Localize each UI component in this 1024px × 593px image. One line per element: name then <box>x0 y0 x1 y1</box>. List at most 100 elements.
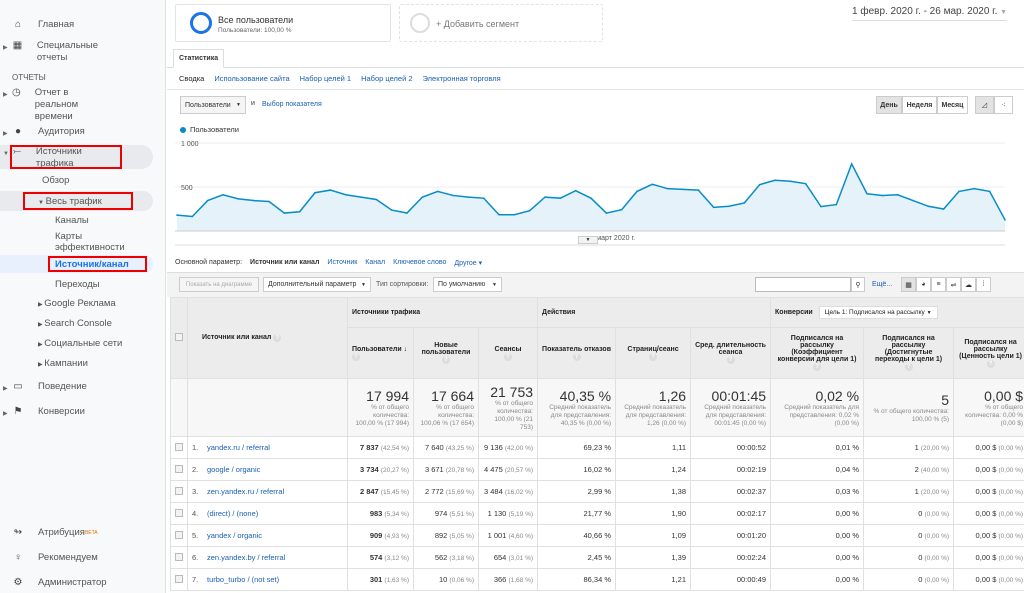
select-all-checkbox[interactable] <box>175 333 183 341</box>
day-button[interactable]: День <box>876 96 902 114</box>
dimension-other[interactable]: Другое ▾ <box>454 260 483 267</box>
col-bounce-rate[interactable]: Показатель отказов? <box>537 327 617 379</box>
nav-attribution[interactable]: ↬ Атрибуция BETA <box>13 527 98 538</box>
nav-social[interactable]: ▶ Социальные сети <box>38 338 123 349</box>
col-source[interactable]: Источник или канал ? <box>187 297 348 379</box>
source-link[interactable]: zen.yandex.by / referral <box>207 553 286 562</box>
row-checkbox[interactable] <box>175 508 183 517</box>
row-select[interactable] <box>170 480 188 503</box>
row-select[interactable] <box>170 436 188 459</box>
subtab-summary[interactable]: Сводка <box>179 74 205 83</box>
table-row: 6. zen.yandex.by / referral 574 (3,12 %) 5… <box>170 546 1024 569</box>
row-checkbox[interactable] <box>175 552 183 561</box>
total-cell: 21 753% от общего количества: 100,00 % (… <box>477 378 539 437</box>
month-button[interactable]: Месяц <box>937 96 968 114</box>
nav-conversions[interactable]: ▶ ⚑ Конверсии <box>3 406 85 417</box>
source-link[interactable]: google / organic <box>207 465 261 474</box>
nav-admin[interactable]: ⚙ Администратор <box>13 577 107 588</box>
nav-search-console[interactable]: ▶ Search Console <box>38 318 112 329</box>
nav-home[interactable]: ⌂ Главная <box>12 19 74 31</box>
chart-collapse-handle[interactable]: ▼ <box>578 236 598 244</box>
select-metric-link[interactable]: Выбор показателя <box>262 101 322 108</box>
col-goal-completions[interactable]: Подписался на рассылку (Достигнутые пере… <box>863 327 955 379</box>
nav-referrals[interactable]: Переходы <box>55 279 100 290</box>
segment-all-users[interactable]: Все пользователи Пользователи: 100,00 % <box>175 4 391 42</box>
plot-rows-button[interactable]: Показать на диаграмме <box>179 277 259 292</box>
goal-select[interactable]: Цель 1: Подписался на рассылку ▼ <box>818 306 938 319</box>
row-select[interactable] <box>170 502 188 525</box>
lightbulb-icon: ♀ <box>14 552 22 563</box>
source-link[interactable]: yandex.ru / referral <box>207 443 270 452</box>
select-all-cell[interactable] <box>170 297 188 379</box>
more-link[interactable]: Ещё... <box>872 281 893 288</box>
nav-campaigns[interactable]: ▶ Кампании <box>38 358 88 369</box>
col-goal-value[interactable]: Подписался на рассылку (Ценность цели 1)… <box>953 327 1024 379</box>
table-view-icon[interactable]: ▦ <box>901 277 916 292</box>
source-link[interactable]: zen.yandex.ru / referral <box>207 487 285 496</box>
nav-acquisition[interactable]: ▼ ⤚ Источники трафика <box>3 146 82 169</box>
nav-realtime[interactable]: ▶ ◷ Отчет в реальном времени <box>3 87 79 122</box>
col-sessions[interactable]: Сеансы? <box>477 327 539 379</box>
nav-custom-reports[interactable]: ▶ ▦ Специальные отчеты <box>3 40 98 63</box>
dimension-source-medium[interactable]: Источник или канал <box>250 259 320 266</box>
metric-select[interactable]: Пользователи ▼ <box>180 96 246 114</box>
pivot-view-icon[interactable]: ⁞ <box>976 277 991 292</box>
term-cloud-icon[interactable]: ☁ <box>961 277 976 292</box>
col-pages-per-session[interactable]: Страниц/сеанс? <box>615 327 692 379</box>
comparison-view-icon[interactable]: ⇌ <box>946 277 961 292</box>
nav-source-medium[interactable]: Источник/канал <box>55 259 129 270</box>
source-link[interactable]: turbo_turbo / (not set) <box>207 575 280 584</box>
motion-chart-icon[interactable]: ⁖ <box>994 96 1013 114</box>
row-select[interactable] <box>170 524 188 547</box>
nav-behavior[interactable]: ▶ ▭ Поведение <box>3 381 87 392</box>
dimension-source[interactable]: Источник <box>327 259 358 266</box>
help-icon: ? <box>273 334 282 342</box>
metric-cell: 00:02:37 <box>690 480 772 503</box>
add-segment-button[interactable]: + Добавить сегмент <box>399 4 603 42</box>
source-link[interactable]: yandex / organic <box>207 531 263 540</box>
nav-overview[interactable]: Обзор <box>42 175 70 186</box>
secondary-dimension-select[interactable]: Дополнительный параметр ▼ <box>263 277 371 292</box>
subtab-goal-set-2[interactable]: Набор целей 2 <box>361 74 413 83</box>
date-range-picker[interactable]: 1 февр. 2020 г. - 26 мар. 2020 г. ▼ <box>852 6 1008 21</box>
subtab-ecommerce[interactable]: Электронная торговля <box>422 74 501 83</box>
row-checkbox[interactable] <box>175 486 183 495</box>
row-checkbox[interactable] <box>175 530 183 539</box>
sidebar: ⌂ Главная ▶ ▦ Специальные отчеты ОТЧЕТЫ ▶ ◷ О… <box>0 0 166 593</box>
sort-select[interactable]: По умолчанию ▼ <box>433 277 502 292</box>
col-users[interactable]: Пользователи ↓? <box>347 327 414 379</box>
total-value: 1,26 <box>658 387 687 404</box>
nav-google-ads[interactable]: ▶ Google Реклама <box>38 298 116 309</box>
col-new-users[interactable]: Новые пользователи? <box>413 327 479 379</box>
dimension-medium[interactable]: Канал <box>365 259 386 266</box>
metric-cell: 1 (20,00 %) <box>863 436 955 459</box>
row-select[interactable] <box>170 568 188 591</box>
grid-icon: ▦ <box>12 40 23 51</box>
data-table: Источник или канал ? Источники трафика Д… <box>170 297 1024 591</box>
search-icon[interactable]: ⚲ <box>851 277 865 292</box>
table-search-input[interactable] <box>755 277 851 292</box>
source-link[interactable]: (direct) / (none) <box>207 509 259 518</box>
dimension-keyword[interactable]: Ключевое слово <box>393 259 447 266</box>
col-avg-session-duration[interactable]: Сред. длительность сеанса? <box>690 327 772 379</box>
nav-treemaps[interactable]: Карты эффективности <box>55 231 125 253</box>
nav-audience[interactable]: ▶ ● Аудитория <box>3 126 85 137</box>
row-select[interactable] <box>170 546 188 569</box>
row-checkbox[interactable] <box>175 442 183 451</box>
subtab-goal-set-1[interactable]: Набор целей 1 <box>299 74 352 83</box>
row-select[interactable] <box>170 458 188 481</box>
total-value: 0,00 $ <box>984 387 1024 404</box>
nav-all-traffic[interactable]: ▼ Весь трафик <box>38 196 102 207</box>
row-checkbox[interactable] <box>175 574 183 583</box>
pie-view-icon[interactable]: ◕ <box>916 277 931 292</box>
subtabs: Сводка Использование сайта Набор целей 1… <box>179 74 501 83</box>
week-button[interactable]: Неделя <box>902 96 937 114</box>
subtab-site-usage[interactable]: Использование сайта <box>214 74 290 83</box>
row-checkbox[interactable] <box>175 464 183 473</box>
nav-channels[interactable]: Каналы <box>55 215 89 226</box>
col-conversion-rate[interactable]: Подписался на рассылку (Коэффициент конв… <box>770 327 865 379</box>
tab-statistics[interactable]: Статистика <box>173 49 225 68</box>
nav-discover[interactable]: ♀ Рекомендуем <box>12 552 98 564</box>
line-chart-icon[interactable]: ◿ <box>975 96 994 114</box>
performance-view-icon[interactable]: ≡ <box>931 277 946 292</box>
